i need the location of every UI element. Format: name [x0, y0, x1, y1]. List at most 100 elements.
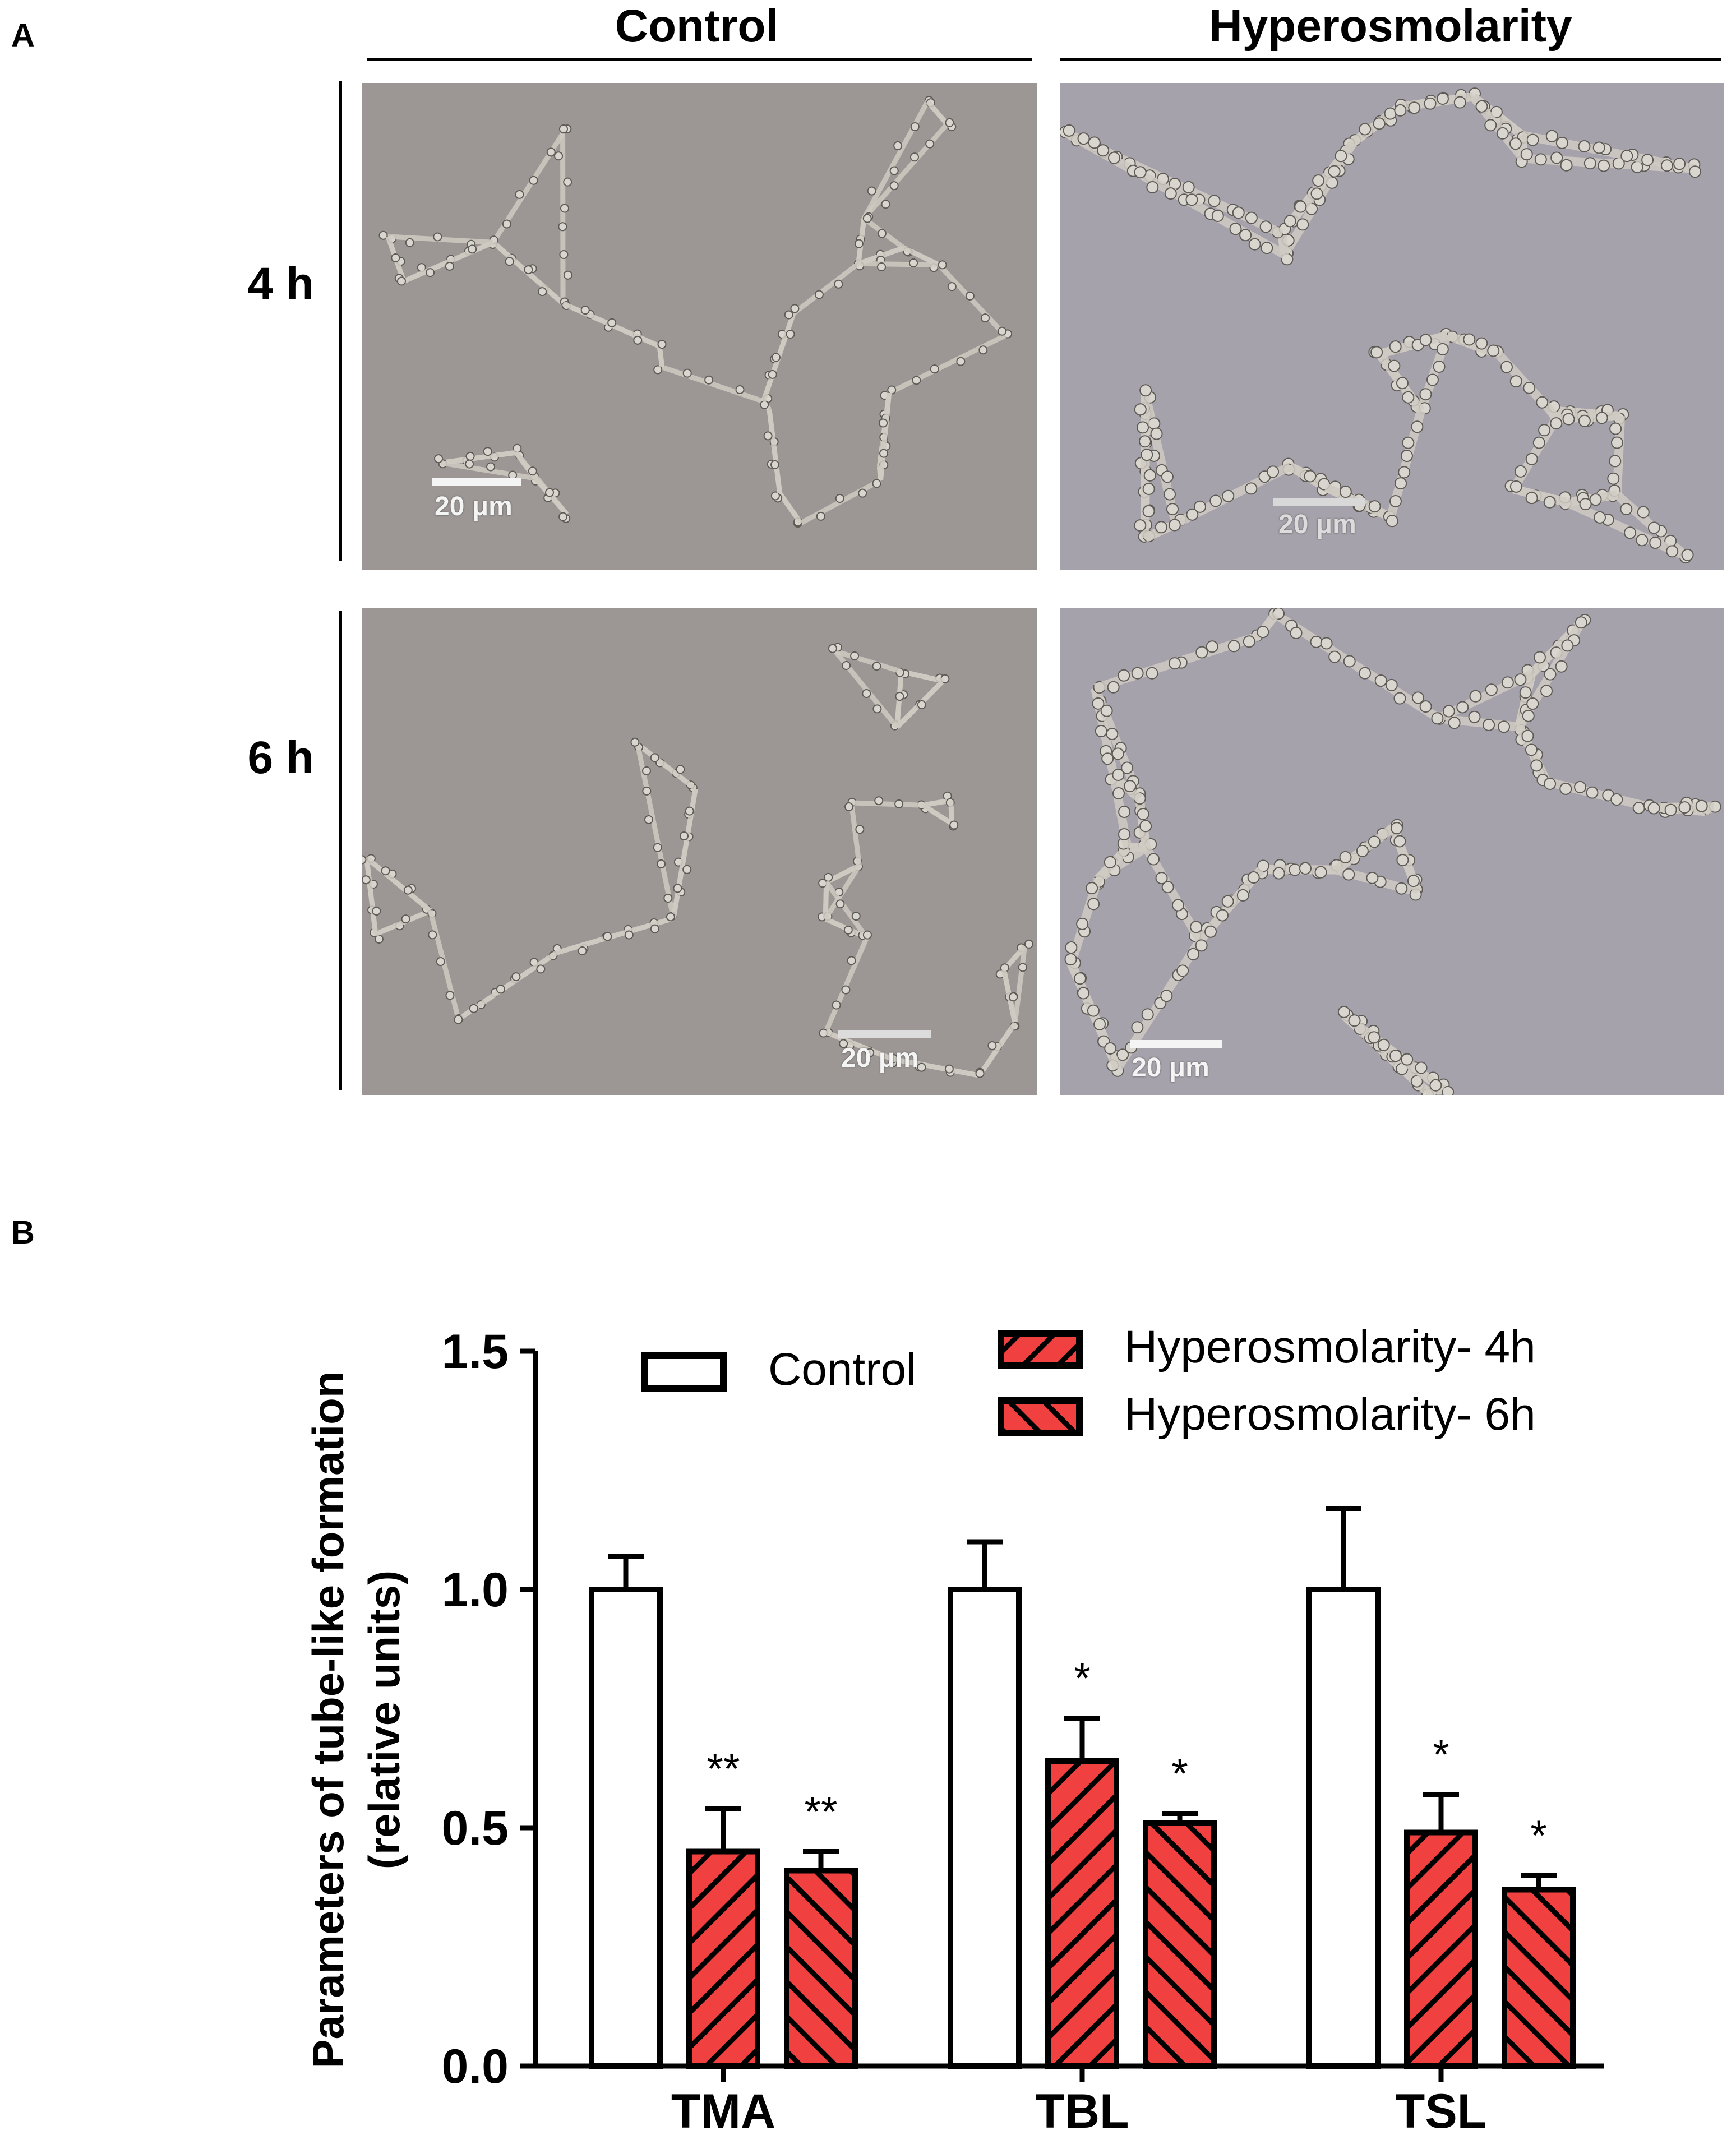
cell — [1695, 799, 1708, 812]
row-header-6h: 6 h — [247, 732, 314, 783]
legend-label: Hyperosmolarity- 4h — [1124, 1321, 1536, 1372]
cell — [1166, 503, 1179, 516]
cell — [1092, 697, 1105, 710]
cell — [468, 244, 477, 254]
cell — [1594, 511, 1606, 524]
cell — [1398, 466, 1411, 479]
cell — [1637, 506, 1650, 519]
cell — [1131, 1021, 1144, 1034]
cell — [1598, 159, 1610, 172]
cell-strand — [514, 451, 569, 516]
cell — [1429, 1079, 1442, 1092]
cell-strand — [428, 910, 461, 1020]
cell — [559, 250, 569, 260]
legend: Control Hyperosmolarity- 4h Hyperosmolarit… — [641, 1321, 1536, 1440]
cell-strand — [364, 856, 432, 913]
cell — [1337, 1005, 1350, 1018]
cell-network — [378, 96, 1013, 528]
cell — [396, 276, 406, 286]
cell — [1261, 242, 1273, 255]
bar — [1404, 1829, 1478, 2069]
cell — [630, 737, 640, 747]
cell — [633, 335, 643, 345]
cell — [1586, 786, 1599, 799]
x-tick-label: TSL — [1396, 2085, 1486, 2138]
cell — [1222, 489, 1235, 502]
cell — [1289, 863, 1301, 876]
cell — [1578, 140, 1591, 152]
cell — [872, 704, 882, 714]
cell — [603, 932, 612, 941]
cell — [1169, 657, 1181, 670]
significance-marker: ** — [804, 1788, 837, 1836]
cell — [1245, 211, 1258, 224]
cell-strand — [851, 800, 924, 808]
cell — [1463, 333, 1476, 346]
cell — [1389, 495, 1402, 508]
y-tick-label: 0.0 — [441, 2040, 509, 2093]
cell — [1401, 1053, 1414, 1066]
cell — [1111, 747, 1124, 760]
cell — [1386, 515, 1398, 528]
y-tick-label: 1.0 — [441, 1563, 509, 1617]
cell — [1194, 500, 1207, 513]
cell — [1468, 710, 1481, 723]
cell — [1377, 1038, 1390, 1051]
cell — [1356, 844, 1369, 857]
significance-marker: * — [1171, 1750, 1188, 1798]
cell — [1388, 359, 1401, 372]
cell — [1359, 123, 1372, 136]
cell — [1673, 158, 1686, 170]
cell — [1310, 635, 1323, 648]
cell — [1561, 639, 1574, 652]
cell — [816, 511, 825, 521]
cell — [663, 893, 673, 903]
cell — [865, 1048, 875, 1057]
cell — [685, 806, 694, 816]
cell — [1496, 127, 1509, 140]
panel-a-label: A — [11, 17, 35, 54]
cell — [1562, 413, 1575, 426]
panel-b-label: B — [11, 1214, 35, 1251]
cell — [1525, 743, 1538, 756]
cell-strand — [657, 345, 665, 368]
cell — [889, 166, 899, 175]
cell — [1211, 210, 1224, 223]
cell — [1204, 925, 1217, 938]
cell — [770, 491, 780, 501]
cell-strand — [823, 936, 869, 1033]
cell — [862, 930, 872, 940]
cell — [1395, 477, 1407, 490]
cell — [851, 912, 861, 921]
cell — [1664, 803, 1677, 816]
cell-network — [362, 643, 1033, 1078]
cell — [558, 512, 568, 521]
cell — [1095, 725, 1107, 738]
cell — [1550, 151, 1563, 164]
cell — [1620, 150, 1633, 163]
cell — [1142, 482, 1155, 495]
cell-strand — [441, 450, 516, 465]
significance-marker: * — [1530, 1812, 1547, 1860]
cell — [1161, 881, 1174, 894]
cell — [1649, 537, 1662, 549]
cell — [1368, 835, 1381, 848]
cell — [1243, 635, 1255, 648]
x-tick-label: TMA — [671, 2085, 775, 2138]
scale-bar-label: 20 μm — [435, 492, 513, 521]
cell — [1131, 667, 1144, 680]
cell — [374, 935, 384, 944]
cell-strand — [364, 857, 378, 935]
cell — [1609, 455, 1622, 468]
cell — [824, 872, 833, 882]
cell — [1065, 941, 1078, 954]
cell — [657, 859, 666, 868]
cell — [545, 488, 555, 497]
cell-strand — [1141, 394, 1150, 538]
cell — [1456, 701, 1469, 714]
cell — [862, 689, 871, 699]
cell — [704, 375, 714, 385]
cell — [515, 190, 524, 199]
bar — [1502, 1887, 1576, 2069]
cell-strand — [1012, 946, 1027, 1024]
